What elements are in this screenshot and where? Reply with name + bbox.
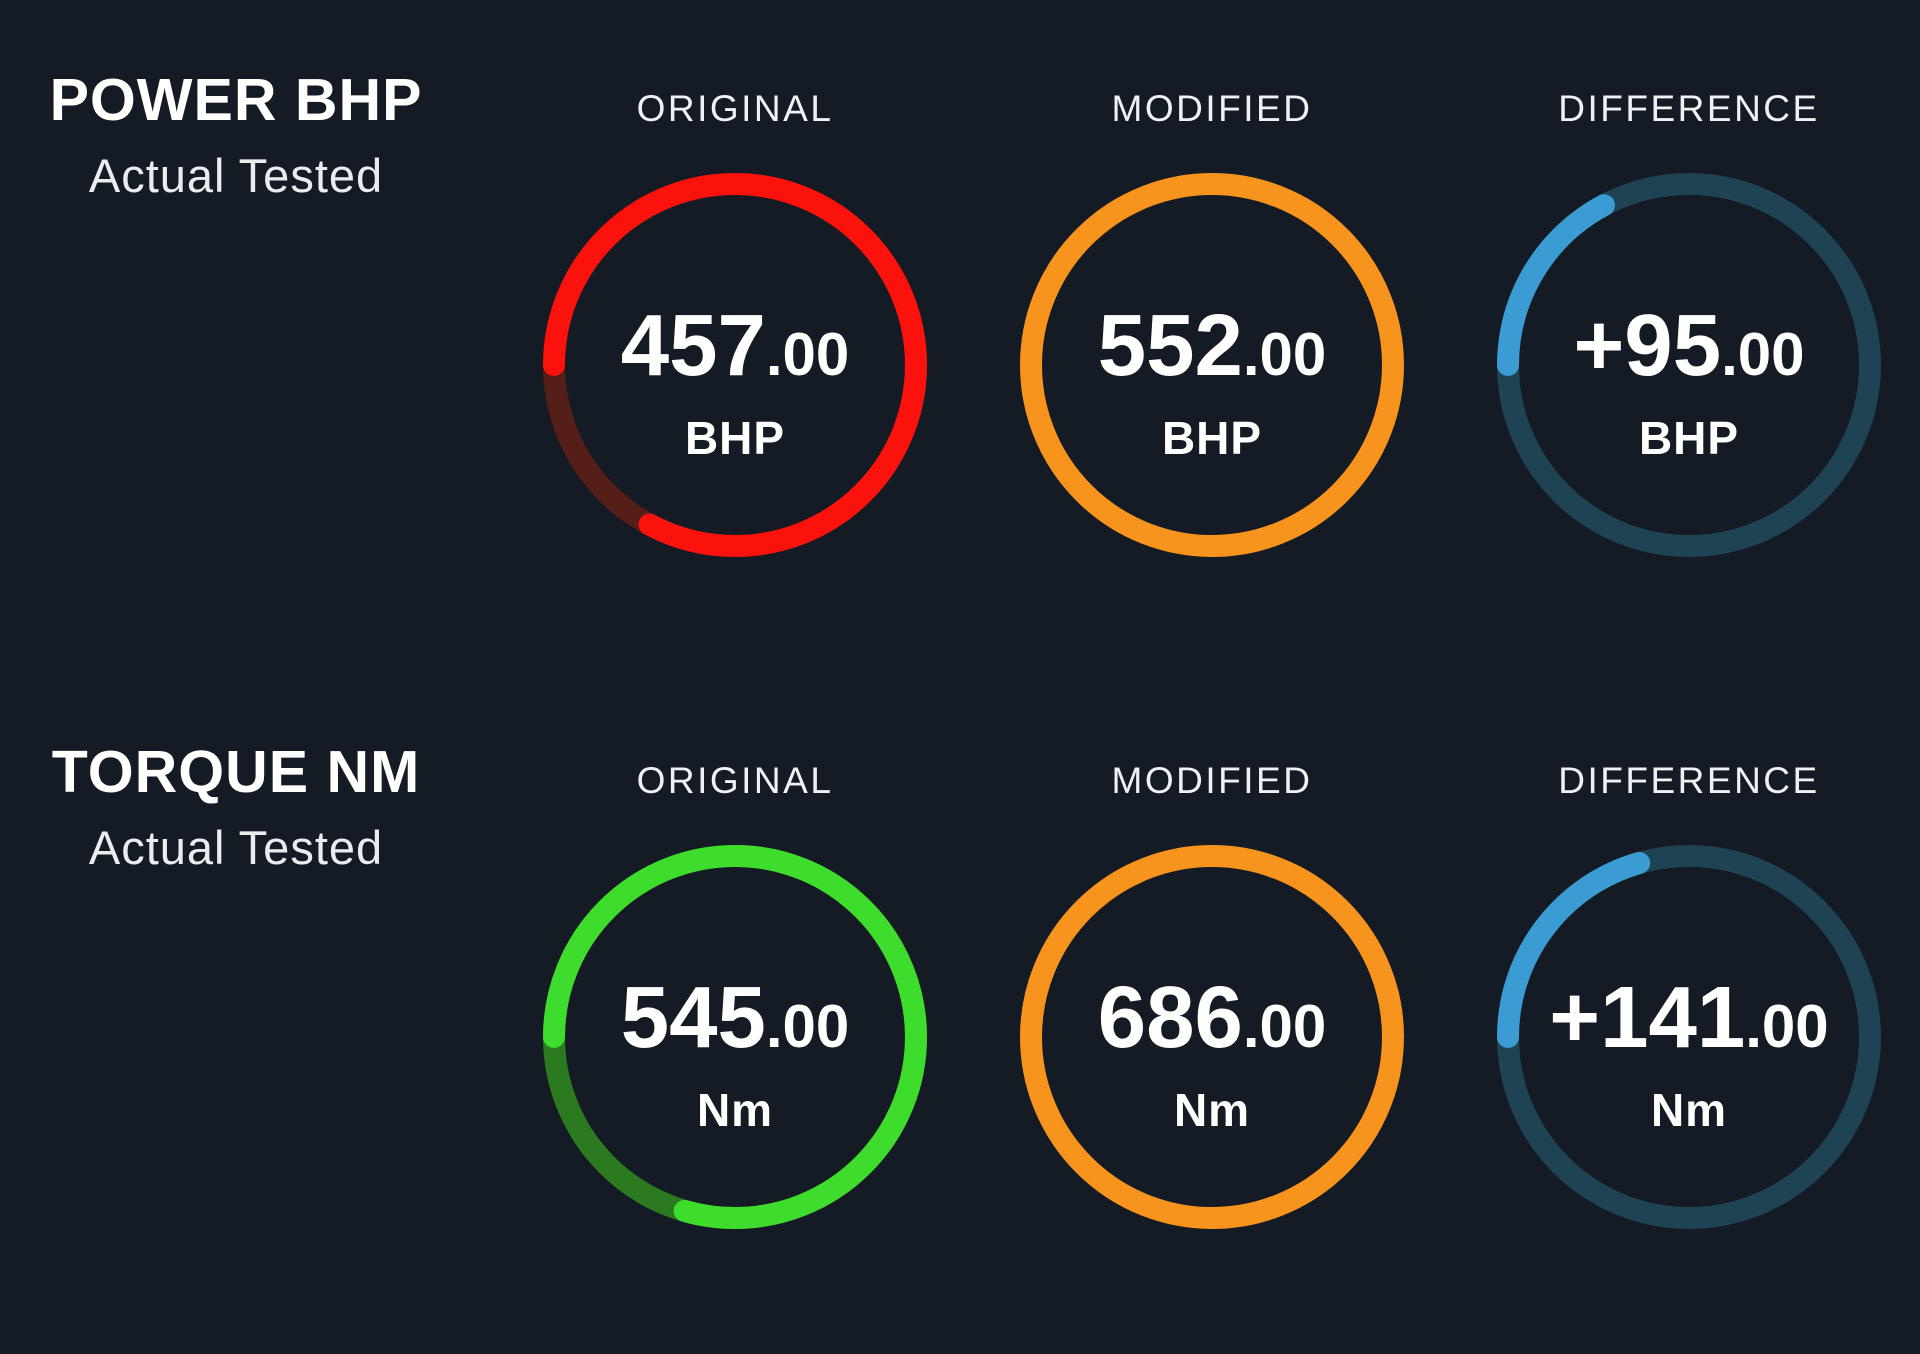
torque-titleblock: TORQUE NM Actual Tested	[48, 739, 424, 875]
power-titleblock: POWER BHP Actual Tested	[48, 67, 424, 203]
gauge-ring-svg	[1497, 845, 1881, 1229]
gauge-value-decimals: .00	[1721, 321, 1805, 388]
gauge-value: +95.00	[1573, 297, 1805, 394]
gauge-value-decimals: .00	[765, 321, 850, 388]
column-header-modified: MODIFIED	[1111, 760, 1313, 801]
gauge-torque-modified: 686.00 Nm	[1020, 845, 1404, 1229]
gauge-unit: Nm	[696, 1084, 774, 1136]
gauge-value-decimals: .00	[1242, 993, 1327, 1060]
gauge-torque-difference: +141.00 Nm	[1497, 845, 1881, 1229]
gauge-progress-ring	[1497, 845, 1881, 1229]
row-subtitle: Actual Tested	[88, 820, 384, 874]
gauge-unit: Nm	[1173, 1084, 1251, 1136]
gauge-value-decimals: .00	[1242, 321, 1327, 388]
column-header-modified: MODIFIED	[1111, 88, 1313, 129]
gauge-unit: Nm	[1650, 1084, 1728, 1136]
row-title: POWER BHP	[49, 67, 423, 133]
gauge-progress-ring	[1020, 173, 1404, 557]
gauge-ring-svg	[1020, 173, 1404, 557]
gauge-value: 686.00	[1097, 969, 1327, 1066]
gauge-ring-svg	[543, 845, 927, 1229]
gauge-value: 457.00	[620, 297, 850, 394]
gauge-ring-svg	[1497, 173, 1881, 557]
gauge-unit: BHP	[684, 412, 786, 464]
gauge-progress-ring	[1497, 173, 1881, 557]
gauge-ring-svg	[1020, 845, 1404, 1229]
power-row: POWER BHP Actual Tested ORIGINAL MODIFIE…	[48, 67, 1881, 557]
gauge-torque-original: 545.00 Nm	[543, 845, 927, 1229]
column-header-original: ORIGINAL	[636, 88, 834, 129]
gauge-value: +141.00	[1549, 969, 1829, 1066]
gauge-unit: BHP	[1638, 412, 1740, 464]
row-subtitle: Actual Tested	[88, 148, 384, 202]
gauge-value: 545.00	[620, 969, 850, 1066]
torque-row: TORQUE NM Actual Tested ORIGINAL MODIFIE…	[0, 672, 1920, 1349]
gauge-value-decimals: .00	[1745, 993, 1829, 1060]
row-title: TORQUE NM	[51, 739, 421, 805]
gauge-progress-ring	[543, 173, 927, 557]
column-header-difference: DIFFERENCE	[1558, 88, 1820, 129]
gauge-progress-ring	[1020, 845, 1404, 1229]
gauge-unit: BHP	[1161, 412, 1263, 464]
gauge-progress-ring	[543, 845, 927, 1229]
gauge-value: 552.00	[1097, 297, 1327, 394]
gauge-power-modified: 552.00 BHP	[1020, 173, 1404, 557]
column-header-original: ORIGINAL	[636, 760, 834, 801]
gauge-power-original: 457.00 BHP	[543, 173, 927, 557]
column-header-difference: DIFFERENCE	[1558, 760, 1820, 801]
gauge-value-decimals: .00	[765, 993, 850, 1060]
gauge-power-difference: +95.00 BHP	[1497, 173, 1881, 557]
gauge-ring-svg	[543, 173, 927, 557]
